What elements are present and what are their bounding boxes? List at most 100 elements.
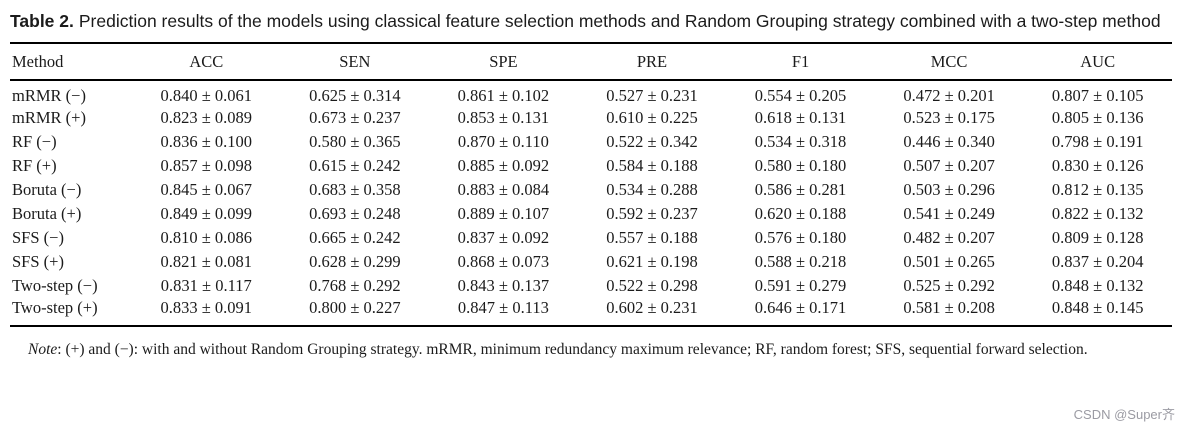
value-cell: 0.840 ± 0.061 bbox=[160, 86, 253, 105]
table-row: RF (+) 0.857 ± 0.098 0.615 ± 0.242 0.885… bbox=[10, 154, 1172, 178]
value-cell: 0.800 ± 0.227 bbox=[309, 298, 401, 317]
table-row: SFS (−) 0.810 ± 0.086 0.665 ± 0.242 0.83… bbox=[10, 226, 1172, 250]
value-cell: 0.665 ± 0.242 bbox=[309, 228, 401, 247]
value-cell: 0.541 ± 0.249 bbox=[903, 204, 995, 223]
note-text: : (+) and (−): with and without Random G… bbox=[57, 341, 1088, 358]
method-cell: mRMR (−) bbox=[12, 86, 86, 105]
value-cell: 0.823 ± 0.089 bbox=[160, 108, 253, 127]
header-row: Method ACC SEN SPE PRE F1 MCC AUC bbox=[10, 43, 1172, 80]
value-cell: 0.673 ± 0.237 bbox=[309, 108, 401, 127]
table-row: Two-step (−) 0.831 ± 0.117 0.768 ± 0.292… bbox=[10, 274, 1172, 298]
value-cell: 0.501 ± 0.265 bbox=[903, 252, 995, 271]
col-header-pre: PRE bbox=[636, 51, 668, 71]
value-cell: 0.768 ± 0.292 bbox=[309, 276, 401, 295]
value-cell: 0.621 ± 0.198 bbox=[606, 252, 698, 271]
method-cell: Boruta (+) bbox=[12, 204, 82, 223]
method-cell: SFS (+) bbox=[12, 252, 64, 271]
value-cell: 0.628 ± 0.299 bbox=[309, 252, 401, 271]
value-cell: 0.812 ± 0.135 bbox=[1051, 180, 1144, 199]
col-header-spe: SPE bbox=[489, 51, 518, 71]
results-table: Method ACC SEN SPE PRE F1 MCC AUC mRMR (… bbox=[10, 42, 1172, 327]
table-row: Boruta (−) 0.845 ± 0.067 0.683 ± 0.358 0… bbox=[10, 178, 1172, 202]
value-cell: 0.849 ± 0.099 bbox=[160, 204, 253, 223]
value-cell: 0.588 ± 0.218 bbox=[754, 252, 847, 271]
value-cell: 0.830 ± 0.126 bbox=[1051, 156, 1144, 175]
value-cell: 0.618 ± 0.131 bbox=[754, 108, 847, 127]
table-row: Boruta (+) 0.849 ± 0.099 0.693 ± 0.248 0… bbox=[10, 202, 1172, 226]
table-row: RF (−) 0.836 ± 0.100 0.580 ± 0.365 0.870… bbox=[10, 130, 1172, 154]
value-cell: 0.522 ± 0.342 bbox=[606, 132, 698, 151]
value-cell: 0.610 ± 0.225 bbox=[606, 108, 698, 127]
value-cell: 0.527 ± 0.231 bbox=[606, 86, 698, 105]
value-cell: 0.523 ± 0.175 bbox=[903, 108, 995, 127]
method-cell: mRMR (+) bbox=[12, 108, 86, 127]
value-cell: 0.581 ± 0.208 bbox=[903, 298, 995, 317]
value-cell: 0.836 ± 0.100 bbox=[160, 132, 253, 151]
value-cell: 0.868 ± 0.073 bbox=[457, 252, 550, 271]
table-row: mRMR (+) 0.823 ± 0.089 0.673 ± 0.237 0.8… bbox=[10, 106, 1172, 130]
value-cell: 0.883 ± 0.084 bbox=[457, 180, 550, 199]
col-header-f1: F1 bbox=[791, 51, 810, 71]
value-cell: 0.557 ± 0.188 bbox=[606, 228, 698, 247]
value-cell: 0.861 ± 0.102 bbox=[457, 86, 550, 105]
csdn-watermark: CSDN @Super齐 bbox=[1073, 407, 1175, 422]
value-cell: 0.586 ± 0.281 bbox=[754, 180, 847, 199]
value-cell: 0.857 ± 0.098 bbox=[160, 156, 253, 175]
value-cell: 0.848 ± 0.132 bbox=[1051, 276, 1144, 295]
value-cell: 0.554 ± 0.205 bbox=[754, 86, 847, 105]
value-cell: 0.507 ± 0.207 bbox=[903, 156, 995, 175]
value-cell: 0.889 ± 0.107 bbox=[457, 204, 550, 223]
value-cell: 0.798 ± 0.191 bbox=[1051, 132, 1144, 151]
col-header-auc: AUC bbox=[1080, 51, 1116, 71]
value-cell: 0.625 ± 0.314 bbox=[309, 86, 401, 105]
value-cell: 0.525 ± 0.292 bbox=[903, 276, 995, 295]
value-cell: 0.576 ± 0.180 bbox=[754, 228, 847, 247]
value-cell: 0.592 ± 0.237 bbox=[606, 204, 698, 223]
table-caption-label: Table 2. bbox=[10, 11, 74, 31]
method-cell: Two-step (+) bbox=[12, 298, 98, 317]
value-cell: 0.472 ± 0.201 bbox=[903, 86, 995, 105]
value-cell: 0.646 ± 0.171 bbox=[754, 298, 847, 317]
col-header-mcc: MCC bbox=[930, 51, 968, 71]
table-row: Two-step (+) 0.833 ± 0.091 0.800 ± 0.227… bbox=[10, 298, 1172, 326]
value-cell: 0.885 ± 0.092 bbox=[457, 156, 550, 175]
value-cell: 0.833 ± 0.091 bbox=[160, 298, 253, 317]
value-cell: 0.831 ± 0.117 bbox=[160, 276, 252, 295]
value-cell: 0.503 ± 0.296 bbox=[903, 180, 995, 199]
method-cell: RF (+) bbox=[12, 156, 57, 175]
method-cell: Two-step (−) bbox=[12, 276, 98, 295]
value-cell: 0.580 ± 0.365 bbox=[309, 132, 401, 151]
value-cell: 0.534 ± 0.318 bbox=[754, 132, 847, 151]
col-header-sen: SEN bbox=[339, 51, 371, 71]
value-cell: 0.848 ± 0.145 bbox=[1051, 298, 1144, 317]
value-cell: 0.837 ± 0.092 bbox=[457, 228, 550, 247]
value-cell: 0.482 ± 0.207 bbox=[903, 228, 995, 247]
table-row: SFS (+) 0.821 ± 0.081 0.628 ± 0.299 0.86… bbox=[10, 250, 1172, 274]
method-cell: SFS (−) bbox=[12, 228, 64, 247]
value-cell: 0.853 ± 0.131 bbox=[457, 108, 550, 127]
value-cell: 0.821 ± 0.081 bbox=[160, 252, 253, 271]
value-cell: 0.522 ± 0.298 bbox=[606, 276, 698, 295]
value-cell: 0.591 ± 0.279 bbox=[754, 276, 847, 295]
col-header-acc: ACC bbox=[189, 51, 224, 71]
value-cell: 0.584 ± 0.188 bbox=[606, 156, 698, 175]
table-caption-text: Prediction results of the models using c… bbox=[78, 11, 1161, 31]
value-cell: 0.810 ± 0.086 bbox=[160, 228, 253, 247]
value-cell: 0.847 ± 0.113 bbox=[457, 298, 549, 317]
value-cell: 0.580 ± 0.180 bbox=[754, 156, 847, 175]
col-header-method: Method bbox=[12, 51, 64, 71]
value-cell: 0.446 ± 0.340 bbox=[903, 132, 995, 151]
table-body: mRMR (−) 0.840 ± 0.061 0.625 ± 0.314 0.8… bbox=[10, 80, 1172, 326]
value-cell: 0.805 ± 0.136 bbox=[1051, 108, 1144, 127]
method-cell: Boruta (−) bbox=[12, 180, 82, 199]
note-label: Note bbox=[28, 341, 58, 358]
value-cell: 0.843 ± 0.137 bbox=[457, 276, 550, 295]
table-caption: Table 2. Prediction results of the models… bbox=[0, 0, 1182, 34]
value-cell: 0.845 ± 0.067 bbox=[160, 180, 253, 199]
value-cell: 0.807 ± 0.105 bbox=[1051, 86, 1144, 105]
value-cell: 0.683 ± 0.358 bbox=[309, 180, 401, 199]
value-cell: 0.620 ± 0.188 bbox=[754, 204, 847, 223]
method-cell: RF (−) bbox=[12, 132, 57, 151]
value-cell: 0.534 ± 0.288 bbox=[606, 180, 698, 199]
